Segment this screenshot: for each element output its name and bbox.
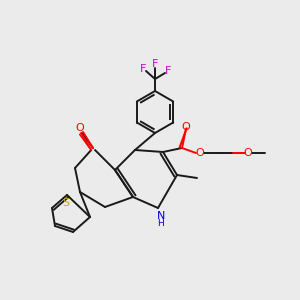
Text: N: N: [157, 211, 165, 221]
Text: F: F: [152, 59, 158, 69]
Text: O: O: [182, 122, 190, 132]
Text: F: F: [165, 66, 171, 76]
Text: O: O: [76, 123, 84, 133]
Text: O: O: [196, 148, 204, 158]
Text: H: H: [158, 220, 164, 229]
Text: S: S: [62, 198, 70, 208]
Text: F: F: [140, 64, 146, 74]
Text: O: O: [244, 148, 252, 158]
